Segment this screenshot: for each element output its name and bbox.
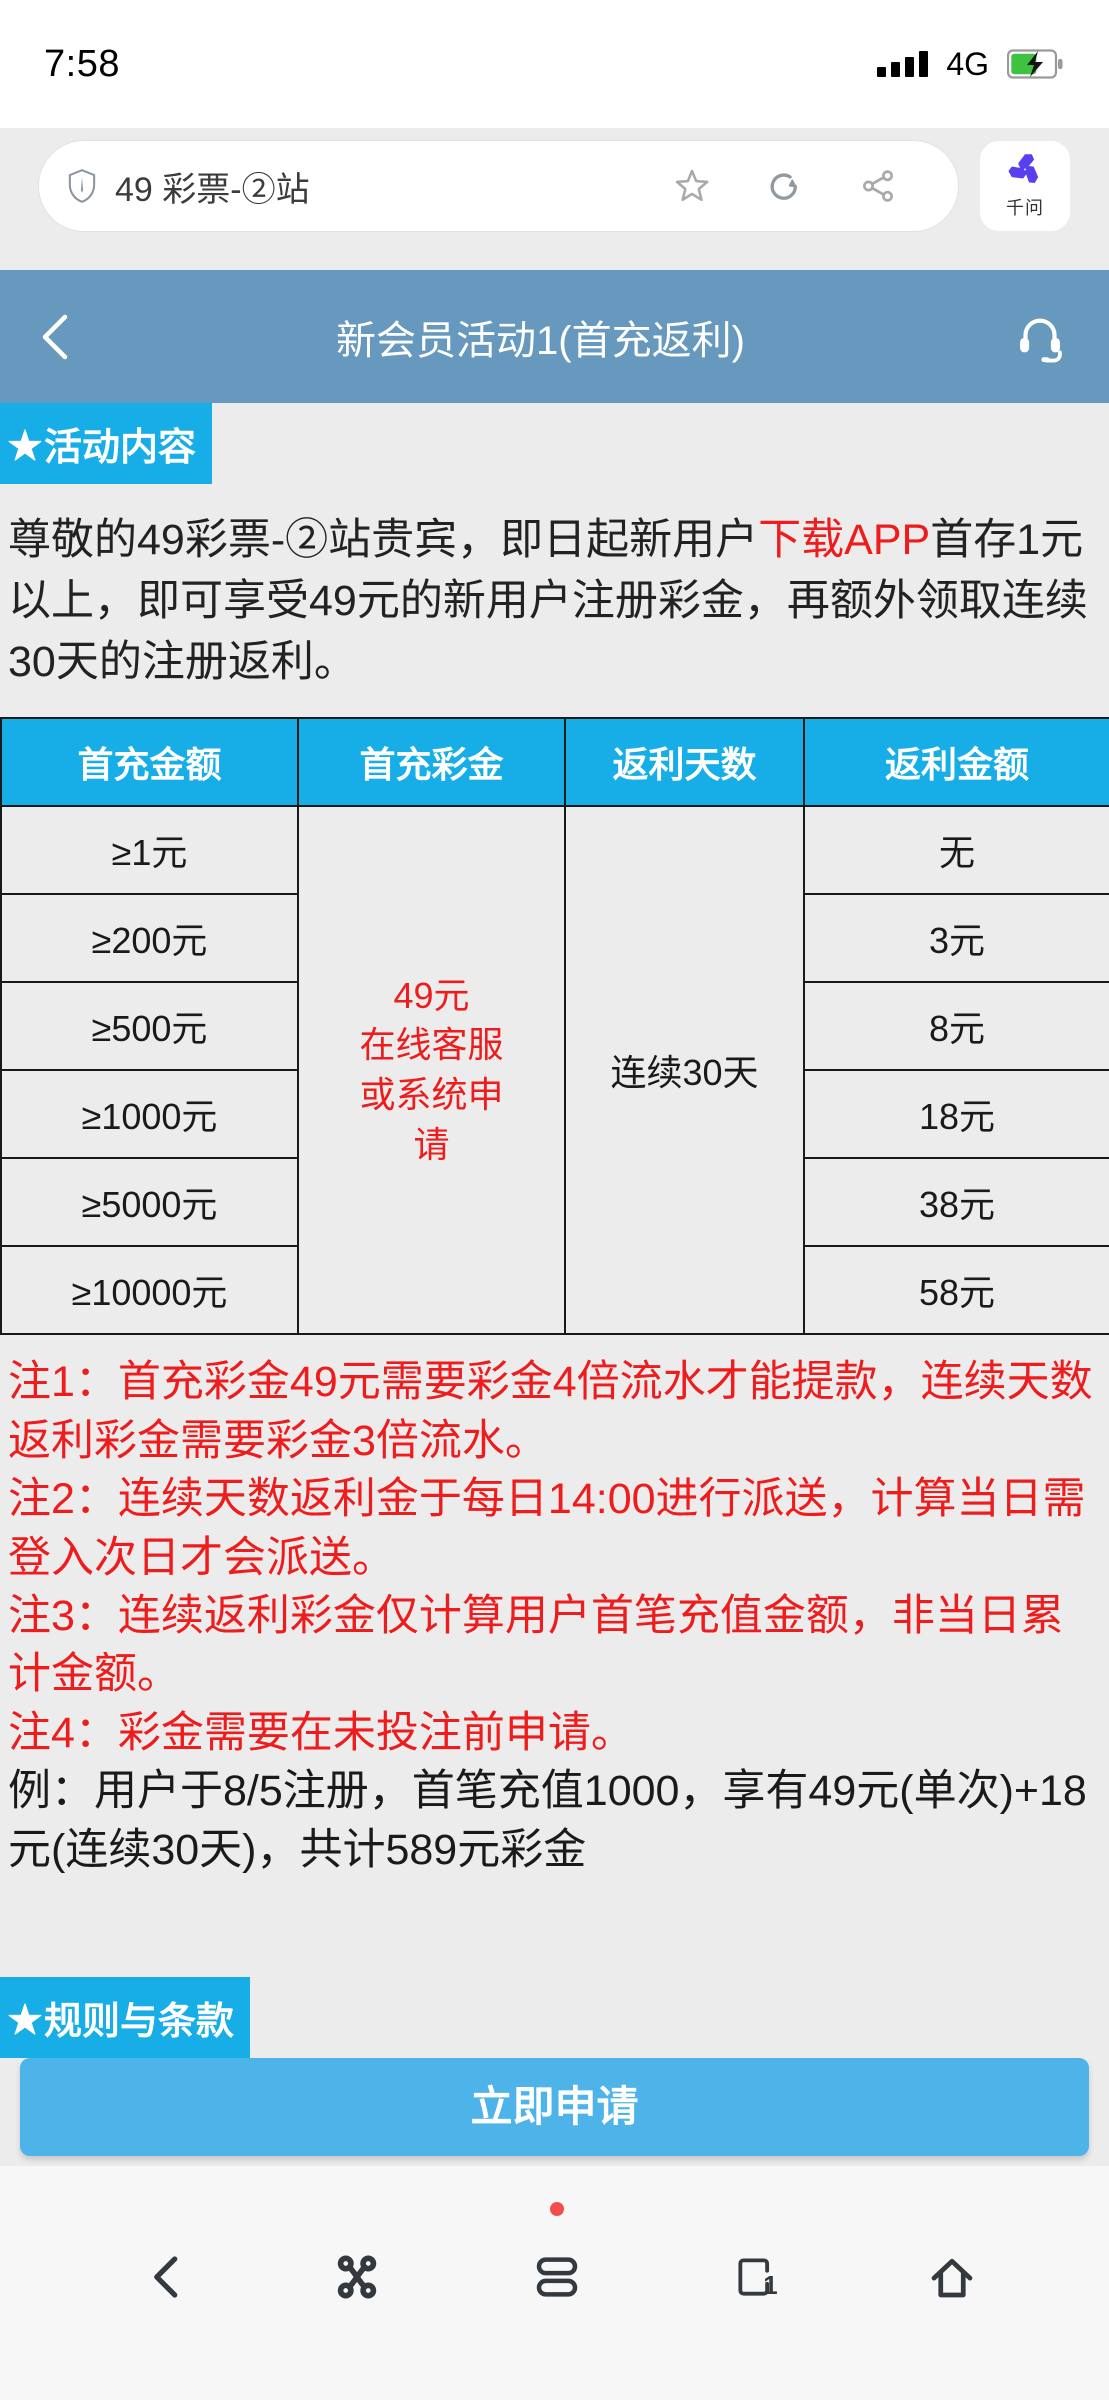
svg-text:1: 1 xyxy=(763,2272,777,2300)
